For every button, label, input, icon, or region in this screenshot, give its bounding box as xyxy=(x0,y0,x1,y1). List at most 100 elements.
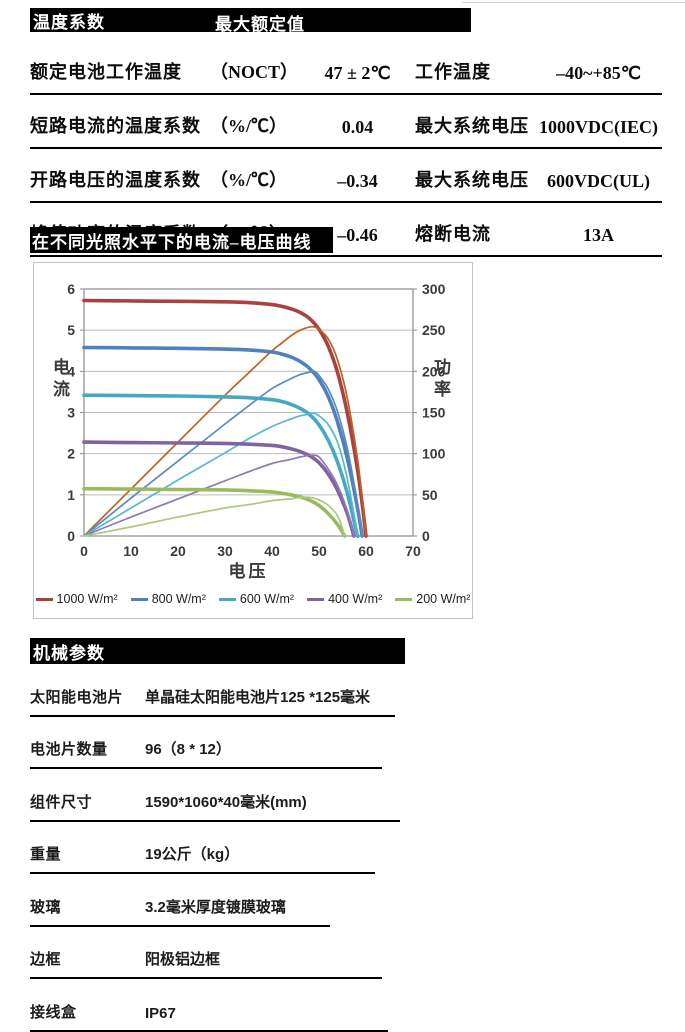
legend-label: 400 W/m² xyxy=(328,592,383,606)
x-tick-label: 60 xyxy=(358,543,374,559)
mech-row-weight: 重量 19公斤（kg） xyxy=(30,822,375,874)
page-top-edge-line xyxy=(462,2,685,3)
left-tick-label: 5 xyxy=(67,322,75,338)
spec-value: 0.04 xyxy=(341,117,374,137)
power-curve-800Wm xyxy=(83,370,364,537)
iv-curve-1000Wm xyxy=(82,298,368,538)
spec-label: 短路电流的温度系数 xyxy=(30,116,201,136)
right-tick-label: 150 xyxy=(422,405,446,421)
power-curve-600Wm xyxy=(83,412,359,537)
legend-item: 400 W/m² xyxy=(307,592,382,606)
spec-label-2: 熔断电流 xyxy=(415,224,491,244)
spec-row-noct: 额定电池工作温度 （NOCT） 47 ± 2℃ 工作温度 –40~+85℃ xyxy=(30,32,662,95)
x-tick-label: 10 xyxy=(123,543,139,559)
section-title-max-ratings: 最大额定值 xyxy=(215,15,305,34)
spec-value-2: 600VDC(UL) xyxy=(547,171,650,191)
mech-value: 19公斤（kg） xyxy=(145,846,240,863)
legend-label: 200 W/m² xyxy=(416,592,471,606)
left-tick-label: 0 xyxy=(67,528,75,544)
left-tick-label: 2 xyxy=(67,446,75,462)
legend-label: 1000 W/m² xyxy=(56,592,118,606)
section-header-temperature-coefficients: 温度系数 最大额定值 xyxy=(30,8,471,34)
right-tick-label: 250 xyxy=(422,322,446,338)
right-tick-label: 200 xyxy=(422,363,446,379)
mech-row-solar-cell: 太阳能电池片 单晶硅太阳能电池片125 *125毫米 xyxy=(30,664,395,717)
mech-label: 玻璃 xyxy=(30,898,62,916)
x-tick-label: 0 xyxy=(80,543,88,559)
mech-row-cell-count: 电池片数量 96（8 * 12） xyxy=(30,717,382,769)
x-tick-label: 20 xyxy=(170,543,186,559)
spec-unit: （%/℃） xyxy=(210,116,288,136)
legend-swatch xyxy=(218,597,236,601)
mech-value: 1590*1060*40毫米(mm) xyxy=(145,793,307,811)
legend-swatch xyxy=(130,597,148,601)
x-tick-label: 50 xyxy=(311,543,327,559)
right-tick-label: 100 xyxy=(422,446,446,462)
spec-value-2: 1000VDC(IEC) xyxy=(539,117,658,137)
iv-curve-400Wm xyxy=(82,440,356,538)
iv-curve-600Wm xyxy=(82,393,360,539)
spec-value-2: –40~+85℃ xyxy=(556,63,641,83)
mech-value: 阳极铝边框 xyxy=(145,951,221,968)
spec-label: 额定电池工作温度 xyxy=(30,62,182,82)
x-tick-label: 30 xyxy=(217,543,233,559)
mech-value: 96（8 * 12） xyxy=(145,741,231,758)
spec-label-2: 最大系统电压 xyxy=(415,116,529,136)
mech-row-junction-box: 接线盒 IP67 xyxy=(30,979,388,1032)
x-tick-label: 70 xyxy=(405,543,421,559)
legend-swatch xyxy=(395,597,413,601)
legend-item: 600 W/m² xyxy=(218,592,295,606)
section-title-mechanical-parameters: 机械参数 xyxy=(33,643,105,663)
spec-label-2: 工作温度 xyxy=(415,62,491,82)
power-curve-1000Wm xyxy=(83,325,367,537)
mech-value: 3.2毫米厚度镀膜玻璃 xyxy=(145,898,286,916)
legend-item: 1000 W/m² xyxy=(35,592,118,606)
iv-curve-800Wm xyxy=(82,345,364,538)
mech-label: 组件尺寸 xyxy=(30,793,93,811)
spec-label-2: 最大系统电压 xyxy=(415,170,529,190)
x-tick-label: 40 xyxy=(264,543,280,559)
legend-swatch xyxy=(307,597,325,601)
spec-value: 47 ± 2℃ xyxy=(324,63,391,83)
spec-value: –0.34 xyxy=(337,171,378,191)
power-curve-200Wm xyxy=(83,496,346,537)
iv-curve-200Wm xyxy=(82,486,347,538)
spec-unit: （NOCT） xyxy=(210,62,299,82)
mech-row-glass: 玻璃 3.2毫米厚度镀膜玻璃 xyxy=(30,874,330,927)
spec-unit: （%/℃） xyxy=(210,170,288,190)
left-tick-label: 3 xyxy=(67,405,75,421)
left-axis-label-current: 电流 xyxy=(50,358,69,402)
x-axis-label-voltage: 电压 xyxy=(228,562,269,581)
iv-curve-chart: 0 1 2 3 4 5 6 0 50 100 150 200 250 300 0 10 20 30 40 50 60 70… xyxy=(33,262,473,619)
right-tick-label: 0 xyxy=(422,528,430,544)
spec-value-2: 13A xyxy=(583,225,614,245)
mech-row-frame: 边框 阳极铝边框 xyxy=(30,927,382,979)
power-curve-400Wm xyxy=(83,454,355,537)
section-header-mechanical-parameters: 机械参数 xyxy=(30,638,405,664)
right-axis-label-power: 功率 xyxy=(431,358,450,402)
section-title-temperature-coefficients: 温度系数 xyxy=(33,12,105,32)
right-tick-label: 300 xyxy=(422,281,446,297)
section-header-iv-curves: 在不同光照水平下的电流–电压曲线 xyxy=(30,227,333,253)
mech-label: 重量 xyxy=(30,846,62,863)
spec-value: –0.46 xyxy=(337,225,378,245)
legend-item: 200 W/m² xyxy=(395,592,470,606)
mech-label: 接线盒 xyxy=(30,1003,77,1021)
spec-label: 开路电压的温度系数 xyxy=(30,170,201,190)
mech-label: 边框 xyxy=(30,951,62,968)
mechanical-table: 太阳能电池片 单晶硅太阳能电池片125 *125毫米 电池片数量 96（8 * … xyxy=(30,664,400,1032)
chart-legend: 1000 W/m² 800 W/m² 600 W/m² 400 W/m² 200 W/m… xyxy=(34,592,472,606)
spec-row-voc-coefficient: 开路电压的温度系数 （%/℃） –0.34 最大系统电压 600VDC(UL) xyxy=(30,149,662,203)
legend-swatch xyxy=(35,597,53,601)
mech-label: 太阳能电池片 xyxy=(30,688,124,706)
legend-item: 800 W/m² xyxy=(130,592,206,606)
legend-label: 800 W/m² xyxy=(151,592,206,606)
left-tick-label: 6 xyxy=(67,281,75,297)
legend-label: 600 W/m² xyxy=(239,592,295,606)
mech-label: 电池片数量 xyxy=(30,741,108,758)
spec-table: 额定电池工作温度 （NOCT） 47 ± 2℃ 工作温度 –40~+85℃ 短路… xyxy=(30,32,662,257)
left-tick-label: 4 xyxy=(67,363,75,379)
mech-row-module-size: 组件尺寸 1590*1060*40毫米(mm) xyxy=(30,769,400,822)
spec-row-isc-coefficient: 短路电流的温度系数 （%/℃） 0.04 最大系统电压 1000VDC(IEC) xyxy=(30,95,662,149)
